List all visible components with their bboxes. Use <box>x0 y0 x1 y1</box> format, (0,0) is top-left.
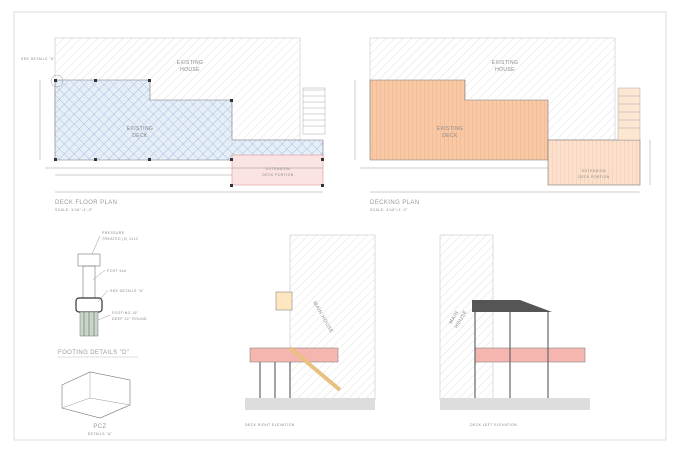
callout: SEE DETAILS "A" <box>110 289 144 293</box>
floor-plan: SEE DETAILS "D" EXISTING HOUSE EXISTING … <box>21 37 326 212</box>
extension-label: DECK PORTION <box>578 175 609 179</box>
extension-label: DECK PORTION <box>262 173 293 177</box>
house-label: HOUSE <box>180 67 200 73</box>
callout: PRESSURE <box>102 231 125 235</box>
detail-title: FOOTING DETAILS "D" <box>58 350 129 356</box>
left-elevation: MAIN HOUSE DECK LEFT ELEVATION <box>439 234 590 427</box>
callout: DEEP 32" ROUND <box>112 317 147 321</box>
plan-scale: SCALE: 3/16"=1'-0" <box>55 208 93 212</box>
sheet-border <box>13 11 667 441</box>
footing-detail: PRESSURE TREATED (2) 2x12 POST 6x6 SEE D… <box>58 231 147 358</box>
plan-title: DECKING PLAN <box>370 200 419 206</box>
house-label: EXISTING <box>492 60 519 66</box>
house-label: EXISTING <box>177 60 204 66</box>
extension-label: EXTENSION <box>266 167 290 171</box>
callout: TREATED (2) 2x12 <box>102 237 138 241</box>
elevation-title: DECK RIGHT ELEVATION <box>245 423 295 427</box>
right-elevation: MAIN HOUSE DECK RIGHT ELEVATION <box>245 234 376 427</box>
decking-plan: EXISTING HOUSE EXISTING DECK EXTENSION D… <box>354 37 651 212</box>
extension-label: EXTENSION <box>582 169 606 173</box>
elevation-title: DECK LEFT ELEVATION <box>470 423 517 427</box>
deck-label: DECK <box>442 133 458 139</box>
bracket-title: DETAILS "A" <box>88 432 113 436</box>
plan-title: DECK FLOOR PLAN <box>55 200 117 206</box>
callout: FOOTING 16" <box>112 311 139 315</box>
deck-label: DECK <box>132 133 148 139</box>
bracket-model: PCZ <box>93 424 106 430</box>
callout: POST 6x6 <box>107 269 126 273</box>
plan-scale: SCALE: 3/16"=1'-0" <box>370 208 408 212</box>
callout: SEE DETAILS "D" <box>21 57 56 61</box>
house-label: HOUSE <box>495 67 515 73</box>
deck-label: EXISTING <box>127 126 154 132</box>
bracket-detail: PCZ DETAILS "A" <box>61 371 131 436</box>
deck-label: EXISTING <box>437 126 464 132</box>
